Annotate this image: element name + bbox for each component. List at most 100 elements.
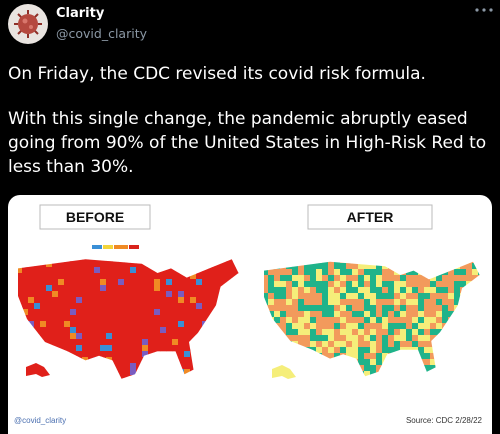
county: [184, 363, 191, 370]
county: [400, 341, 407, 348]
county: [112, 273, 119, 280]
county: [64, 291, 71, 298]
county: [406, 335, 413, 342]
county: [82, 285, 89, 292]
county: [184, 279, 191, 286]
county: [136, 363, 143, 370]
county: [160, 381, 166, 387]
county: [400, 293, 407, 300]
county: [238, 345, 239, 352]
county: [154, 369, 161, 376]
county: [124, 357, 131, 364]
county: [232, 259, 239, 262]
county: [364, 359, 371, 366]
county: [478, 311, 480, 318]
county: [448, 311, 455, 318]
county: [112, 321, 119, 328]
county: [394, 263, 401, 270]
county: [70, 321, 77, 328]
county: [82, 363, 89, 370]
county: [352, 281, 359, 288]
county: [28, 333, 35, 340]
county: [478, 353, 480, 360]
county: [226, 369, 233, 376]
county: [264, 371, 269, 377]
county: [142, 291, 149, 298]
county: [40, 345, 47, 352]
handle[interactable]: @covid_clarity: [56, 26, 147, 41]
county: [58, 267, 65, 274]
county: [436, 347, 443, 354]
county: [424, 299, 431, 306]
county: [292, 281, 299, 288]
county: [442, 359, 449, 366]
county: [298, 261, 305, 264]
county: [202, 363, 209, 370]
county: [94, 333, 101, 340]
county: [70, 381, 76, 387]
tweet-image[interactable]: BEFORE AFTER @covid_clarity Source: CDC …: [8, 195, 492, 434]
county: [196, 351, 203, 358]
county: [394, 281, 401, 288]
county: [52, 327, 59, 334]
county: [376, 299, 383, 306]
county: [322, 335, 329, 342]
county: [424, 335, 431, 342]
county: [88, 291, 95, 298]
county: [478, 299, 480, 306]
more-menu[interactable]: [474, 6, 494, 14]
county: [370, 275, 377, 282]
county: [460, 269, 467, 276]
county: [220, 357, 227, 364]
county: [220, 333, 227, 340]
county: [280, 293, 287, 300]
county: [352, 335, 359, 342]
county: [388, 269, 395, 276]
county: [238, 309, 239, 316]
county: [202, 321, 209, 328]
county: [418, 353, 425, 360]
county: [202, 303, 209, 310]
county: [286, 263, 293, 270]
county: [214, 321, 221, 328]
county: [352, 305, 359, 312]
county: [34, 285, 41, 292]
county: [88, 321, 95, 328]
county: [340, 275, 347, 282]
county: [394, 305, 401, 312]
county: [364, 353, 371, 360]
avatar[interactable]: [8, 4, 48, 44]
county: [52, 321, 59, 328]
county: [304, 359, 311, 366]
county: [94, 267, 101, 274]
county: [112, 309, 119, 316]
county: [94, 339, 101, 346]
county: [160, 273, 167, 280]
county: [264, 359, 269, 366]
county: [190, 297, 197, 304]
county: [340, 317, 347, 324]
county: [172, 363, 179, 370]
county: [160, 357, 167, 364]
county: [466, 323, 473, 330]
display-name[interactable]: Clarity: [56, 6, 105, 21]
county: [400, 299, 407, 306]
county: [430, 275, 437, 282]
county: [442, 341, 449, 348]
county: [226, 285, 233, 292]
county: [454, 281, 461, 288]
county: [394, 353, 401, 360]
county: [292, 329, 299, 336]
county: [208, 369, 215, 376]
county: [142, 333, 149, 340]
county: [88, 309, 95, 316]
county: [316, 305, 323, 312]
county: [388, 323, 395, 330]
county: [304, 261, 311, 264]
county: [268, 341, 275, 348]
county: [358, 335, 365, 342]
county: [34, 321, 41, 328]
county: [346, 281, 353, 288]
county: [64, 273, 71, 280]
county: [448, 287, 455, 294]
